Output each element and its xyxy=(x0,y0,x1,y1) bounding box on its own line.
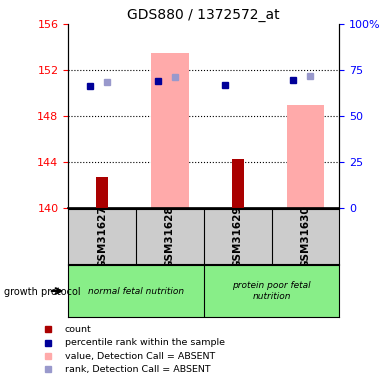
Text: GSM31630: GSM31630 xyxy=(300,206,310,268)
Text: growth protocol: growth protocol xyxy=(4,287,80,297)
Text: GSM31628: GSM31628 xyxy=(165,206,175,268)
Text: normal fetal nutrition: normal fetal nutrition xyxy=(88,286,184,296)
Bar xyxy=(232,159,244,208)
Title: GDS880 / 1372572_at: GDS880 / 1372572_at xyxy=(128,8,280,22)
Text: value, Detection Call = ABSENT: value, Detection Call = ABSENT xyxy=(65,352,215,361)
Text: rank, Detection Call = ABSENT: rank, Detection Call = ABSENT xyxy=(65,365,210,374)
Bar xyxy=(151,53,188,208)
Text: count: count xyxy=(65,325,92,334)
Text: protein poor fetal
nutrition: protein poor fetal nutrition xyxy=(232,281,311,301)
Bar xyxy=(287,105,324,208)
Text: GSM31627: GSM31627 xyxy=(97,205,107,268)
Text: percentile rank within the sample: percentile rank within the sample xyxy=(65,338,225,347)
Text: GSM31629: GSM31629 xyxy=(233,206,243,268)
Bar xyxy=(96,177,108,208)
